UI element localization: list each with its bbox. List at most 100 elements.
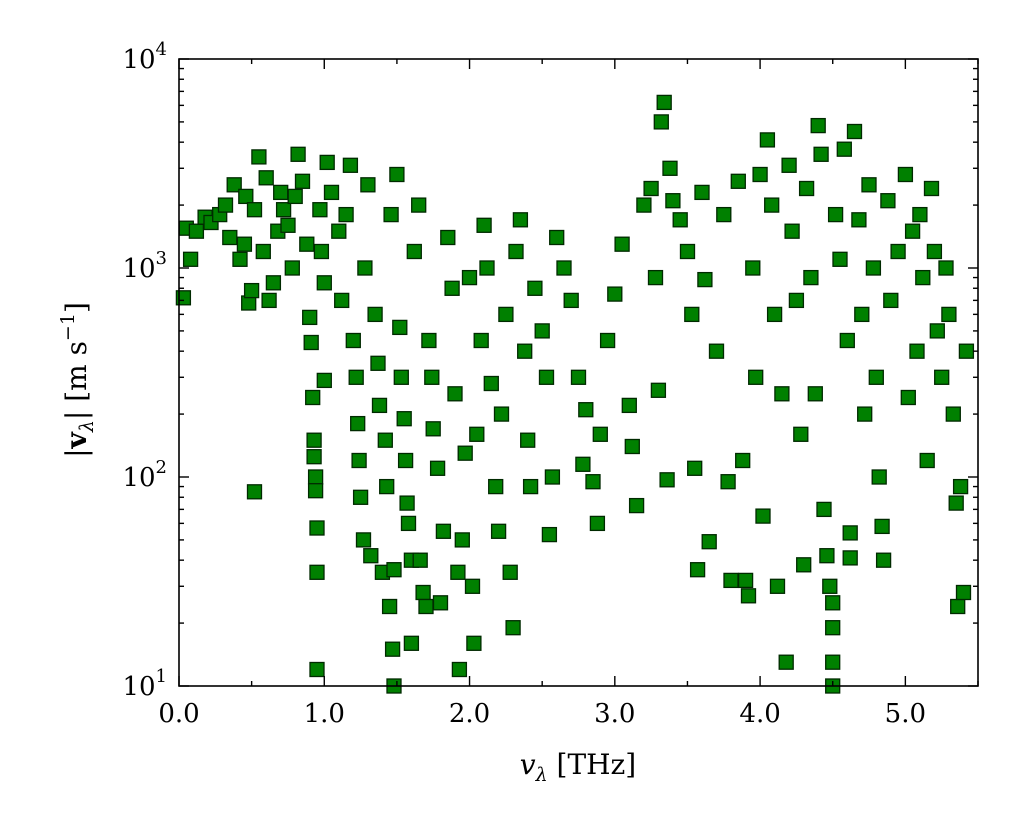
data-point <box>299 236 315 252</box>
data-point <box>851 212 867 228</box>
data-point <box>948 495 964 511</box>
data-point <box>599 332 616 349</box>
data-point <box>716 206 732 223</box>
data-point <box>273 184 289 201</box>
data-point <box>819 548 835 564</box>
data-point <box>854 306 870 323</box>
data-point <box>396 411 412 427</box>
data-point <box>679 243 696 260</box>
data-point <box>294 173 311 189</box>
data-point <box>370 355 386 371</box>
x-tick-label: 2.0 <box>449 699 490 729</box>
data-point <box>307 483 324 499</box>
data-point <box>182 251 199 267</box>
data-point <box>689 562 706 578</box>
data-point <box>900 389 916 406</box>
data-point <box>868 369 884 385</box>
data-point <box>541 526 558 543</box>
data-point <box>842 550 858 566</box>
data-point <box>926 243 943 260</box>
data-point <box>238 188 254 205</box>
data-point <box>450 564 466 580</box>
data-point <box>351 452 367 469</box>
data-point <box>424 369 440 385</box>
data-point <box>624 438 640 455</box>
data-point <box>306 449 322 465</box>
y-axis-title-sub: λ <box>76 420 98 433</box>
y-tick-label: 101 <box>122 666 167 702</box>
x-axis-title-sub: λ <box>535 764 548 786</box>
data-point <box>479 260 495 276</box>
data-point <box>355 532 372 548</box>
data-point <box>309 661 325 678</box>
x-tick-label: 0.0 <box>158 699 199 729</box>
data-point <box>397 452 414 469</box>
data-point <box>175 290 192 306</box>
data-point <box>904 223 921 239</box>
data-point <box>399 495 415 511</box>
y-axis-title-main: v <box>60 431 93 449</box>
data-point <box>348 369 364 385</box>
data-point <box>672 212 688 228</box>
data-point <box>371 397 388 414</box>
data-point <box>643 180 659 197</box>
data-point <box>861 177 877 193</box>
data-point <box>662 160 678 176</box>
data-point <box>832 251 848 267</box>
data-point <box>755 508 771 524</box>
data-point <box>188 223 205 239</box>
data-point <box>246 202 263 218</box>
data-point <box>493 406 510 422</box>
data-point <box>432 595 449 611</box>
data-point <box>415 584 431 601</box>
data-point <box>476 217 492 233</box>
data-point <box>490 523 507 539</box>
data-point <box>435 523 452 539</box>
data-point <box>421 332 437 349</box>
data-point <box>687 460 703 476</box>
data-point <box>578 402 594 418</box>
data-point <box>236 236 253 252</box>
data-point <box>659 472 675 488</box>
data-point <box>827 206 844 223</box>
data-point <box>360 177 376 193</box>
data-point <box>803 269 819 286</box>
ticks-layer: 0.0 1.0 2.0 3.0 4.0 5.0 101 102 103 104 <box>122 39 979 729</box>
data-point <box>793 426 809 442</box>
data-point <box>461 269 478 286</box>
data-point <box>929 323 945 339</box>
data-point <box>748 369 764 385</box>
data-point <box>778 654 794 670</box>
data-point <box>556 260 572 276</box>
data-point <box>958 343 975 359</box>
data-point <box>246 484 263 500</box>
data-point <box>735 452 751 469</box>
data-point <box>505 620 521 636</box>
data-point <box>251 149 267 165</box>
data-point <box>934 369 950 385</box>
data-point <box>575 456 591 472</box>
data-point <box>306 432 322 448</box>
plot-frame <box>178 58 979 687</box>
data-point <box>473 332 489 349</box>
data-point <box>592 426 608 442</box>
y-tick-label: 102 <box>122 457 167 493</box>
data-point <box>915 269 931 286</box>
data-point <box>498 306 514 323</box>
data-point <box>740 588 757 604</box>
data-point <box>522 478 539 495</box>
data-point <box>781 157 797 173</box>
data-point <box>816 501 832 518</box>
data-point <box>469 426 485 442</box>
data-point <box>563 292 579 309</box>
data-point <box>367 306 383 323</box>
data-point <box>393 369 409 385</box>
y-axis-title-end: ] <box>60 302 93 313</box>
data-point <box>774 386 790 402</box>
data-point <box>871 469 887 485</box>
data-point <box>846 123 863 140</box>
data-point <box>331 223 347 239</box>
data-point <box>386 562 402 578</box>
data-point <box>538 369 555 385</box>
data-point <box>309 564 325 580</box>
